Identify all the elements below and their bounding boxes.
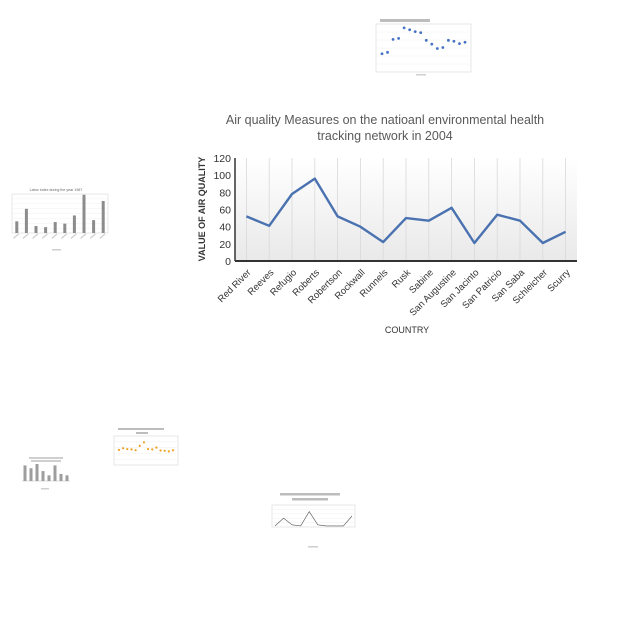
thumbnail-orange-line-chart — [106, 425, 180, 471]
thumb-title — [292, 498, 328, 501]
y-tick-label: 100 — [213, 170, 231, 182]
scatter-point — [447, 38, 450, 42]
thumb-tick — [22, 233, 29, 239]
bar — [63, 223, 67, 233]
x-tick-label: Red River — [216, 267, 254, 305]
thumbnail-labor-bar-chart: Labor index during the year 1987 — [0, 185, 112, 255]
y-axis-title: VALUE OF AIR QUALITY — [197, 157, 207, 262]
thumb-title — [29, 457, 63, 459]
orange-point — [138, 444, 141, 447]
thumb-axis-label — [308, 546, 318, 548]
thumb-tick — [80, 233, 87, 239]
thumb-axis-label — [52, 249, 61, 251]
scatter-point — [386, 50, 389, 54]
orange-point — [122, 447, 125, 450]
scatter-point — [452, 39, 456, 43]
scatter-point — [391, 37, 395, 41]
orange-point — [117, 448, 121, 452]
thumbnail-spike-line-chart — [258, 490, 358, 550]
bar — [15, 221, 19, 233]
thumb-title — [118, 428, 164, 430]
scatter-point — [435, 47, 439, 50]
chart-title-line-1: Air quality Measures on the natioanl env… — [226, 113, 544, 127]
plot-frame — [271, 504, 356, 528]
orange-point — [167, 450, 170, 453]
y-tick-label: 120 — [213, 153, 231, 165]
scatter-point — [380, 52, 384, 56]
bar — [53, 465, 57, 481]
chart-title-line-2: tracking network in 2004 — [317, 129, 453, 143]
thumb-tick — [70, 233, 77, 239]
y-tick-label: 0 — [225, 256, 231, 268]
thumb-axis-label — [416, 74, 426, 76]
thumb-title — [31, 460, 61, 462]
scatter-point — [402, 26, 406, 30]
y-tick-label: 20 — [219, 239, 231, 251]
spike-line — [274, 511, 353, 527]
plot-frame — [113, 435, 179, 466]
bar — [65, 475, 69, 481]
bar — [59, 473, 63, 481]
y-tick-label: 60 — [219, 205, 231, 217]
thumbnail-scatter-chart — [368, 15, 474, 77]
orange-point — [126, 447, 129, 451]
scatter-point — [419, 31, 423, 35]
bar — [23, 465, 27, 481]
bar — [53, 222, 57, 233]
scatter-point — [463, 40, 467, 44]
y-tick-label: 80 — [219, 187, 231, 199]
scatter-point — [413, 30, 417, 34]
orange-point — [171, 449, 175, 452]
orange-point — [146, 447, 150, 451]
thumb-axis-label — [41, 488, 49, 490]
thumb-title — [280, 493, 340, 496]
bar — [92, 220, 96, 233]
thumb-title: Labor index during the year 1987 — [30, 188, 83, 192]
thumb-tick — [32, 233, 39, 239]
orange-point — [155, 446, 158, 449]
y-tick-label: 40 — [219, 222, 231, 234]
thumb-tick — [89, 233, 96, 239]
series-line — [245, 177, 567, 245]
thumb-tick — [61, 233, 68, 239]
orange-point — [134, 449, 137, 452]
thumb-title — [136, 432, 148, 434]
thumbnail-small-bar-chart — [17, 455, 72, 491]
scatter-point — [430, 42, 434, 46]
orange-point — [159, 449, 162, 452]
bar — [72, 215, 76, 233]
bar — [82, 194, 86, 233]
thumb-tick — [13, 233, 20, 239]
orange-point — [130, 448, 133, 451]
bar — [101, 201, 105, 233]
scatter-point — [458, 42, 461, 46]
thumb-tick — [41, 233, 48, 239]
scatter-point — [408, 28, 412, 32]
thumb-tick — [51, 233, 58, 239]
orange-point — [163, 449, 166, 452]
thumb-tick — [99, 233, 106, 239]
x-axis-title: COUNTRY — [385, 325, 429, 335]
scatter-point — [441, 46, 445, 49]
bar — [41, 471, 45, 481]
bar — [44, 227, 48, 233]
main-line-chart: Air quality Measures on the natioanl env… — [190, 105, 590, 341]
x-tick-label: Scurry — [546, 267, 573, 294]
thumb-title — [380, 19, 430, 22]
bar — [34, 225, 38, 233]
bar — [35, 464, 39, 481]
bar — [47, 475, 51, 481]
scatter-point — [397, 37, 400, 40]
orange-point — [142, 441, 146, 444]
bar — [29, 468, 33, 481]
orange-point — [151, 448, 154, 451]
scatter-point — [424, 38, 428, 42]
bar — [24, 208, 28, 233]
